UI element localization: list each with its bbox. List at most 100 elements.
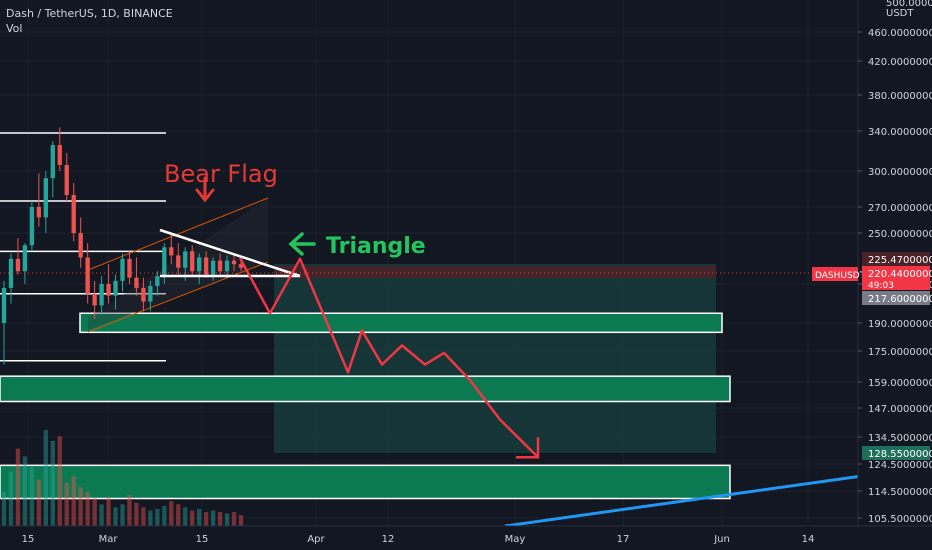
price-tick-label: 270.00000000: [868, 203, 932, 214]
support-zone: [0, 464, 731, 500]
support-zone: [79, 312, 723, 334]
candle-body[interactable]: [120, 258, 125, 281]
volume-bar: [78, 487, 83, 526]
volume-bar: [43, 430, 48, 526]
candle-body[interactable]: [203, 257, 209, 275]
candle-body[interactable]: [106, 284, 111, 296]
target-price-badge: 128.55000000: [868, 449, 932, 460]
time-tick-label: Mar: [99, 534, 119, 545]
candle-body[interactable]: [64, 165, 69, 195]
candle-body[interactable]: [29, 207, 35, 246]
volume-bar: [134, 502, 139, 526]
countdown-timer: 49:03: [868, 281, 894, 291]
volume-bar: [57, 436, 62, 526]
time-tick-label: Apr: [307, 534, 325, 545]
ticker-badge-bg: [812, 267, 858, 281]
candle-body[interactable]: [113, 280, 118, 296]
candle-body[interactable]: [169, 247, 174, 256]
volume-bar: [120, 504, 125, 526]
candle-body[interactable]: [85, 257, 90, 294]
volume-bar: [210, 510, 216, 526]
price-tick-label: 114.50000000: [868, 487, 932, 498]
volume-bar: [162, 505, 167, 526]
time-tick-label: Jun: [713, 534, 730, 545]
price-tick-label: 105.50000000: [868, 514, 932, 525]
volume-bar: [92, 498, 97, 526]
price-tick-label: 159.00000000: [868, 378, 932, 389]
candle-body[interactable]: [99, 284, 104, 306]
volume-bar: [190, 510, 195, 526]
candle-body[interactable]: [36, 207, 42, 218]
stop-region: [274, 266, 716, 278]
volume-indicator-label[interactable]: Vol: [6, 22, 23, 35]
candle-body[interactable]: [1, 287, 7, 323]
volume-bar: [71, 476, 76, 526]
volume-bar: [8, 471, 14, 526]
volume-bar: [29, 467, 35, 526]
volume-bar: [169, 501, 174, 526]
time-tick-label: 17: [617, 534, 630, 545]
price-tick-label: 250.00000000: [868, 229, 932, 240]
candle-body[interactable]: [210, 260, 216, 275]
volume-bar: [148, 510, 153, 526]
candle-body[interactable]: [197, 257, 202, 272]
volume-bar: [197, 508, 202, 526]
candle-body[interactable]: [148, 285, 153, 302]
price-tick-label: 300.00000000: [868, 167, 932, 178]
candle-body[interactable]: [238, 264, 244, 268]
time-axis-bg: [0, 526, 932, 550]
volume-bar: [231, 512, 237, 526]
triangle-arrow-icon: [288, 232, 316, 256]
ascending-trendline: [504, 474, 863, 528]
candle-body[interactable]: [22, 245, 28, 272]
price-tick-label: 460.00000000: [868, 28, 932, 39]
support-zone: [0, 375, 731, 403]
candle-body[interactable]: [71, 195, 76, 233]
symbol-title[interactable]: Dash / TetherUS, 1D, BINANCE: [6, 7, 173, 20]
volume-bar: [141, 507, 146, 526]
candle-body[interactable]: [50, 145, 55, 179]
volume-bar: [203, 512, 209, 526]
candle-body[interactable]: [15, 258, 21, 272]
projection-arrowhead: [516, 437, 540, 459]
price-tick-label: 500.00000000: [886, 0, 932, 9]
candle-body[interactable]: [57, 145, 62, 165]
current-price-badge-bg: [862, 266, 930, 290]
candle-body[interactable]: [8, 258, 14, 288]
volume-bar: [155, 508, 160, 526]
volume-bar: [1, 491, 7, 526]
projection-path: [238, 257, 539, 459]
time-tick-label: 14: [802, 534, 815, 545]
candle-body[interactable]: [224, 260, 230, 272]
volume-bar: [64, 482, 69, 526]
candle-body[interactable]: [155, 276, 160, 286]
entry-price-badge: 217.60000000: [868, 294, 932, 305]
bear-flag-label: Bear Flag: [164, 160, 278, 188]
candle-body[interactable]: [141, 287, 146, 302]
candle-body[interactable]: [162, 247, 167, 277]
triangle-upper-line: [159, 228, 301, 278]
candle-body[interactable]: [43, 178, 48, 218]
price-unit-label: USDT: [886, 8, 914, 19]
candle-body[interactable]: [217, 260, 223, 272]
triangle-label: Triangle: [326, 234, 426, 259]
price-tick-label: 340.00000000: [868, 127, 932, 138]
candle-body[interactable]: [190, 251, 195, 272]
volume-bar: [50, 440, 55, 526]
time-tick-label: May: [505, 534, 526, 545]
candle-body[interactable]: [231, 260, 237, 265]
channel-upper-line: [87, 197, 269, 271]
candle-body[interactable]: [176, 255, 181, 268]
candle-body[interactable]: [92, 293, 97, 306]
candle-body[interactable]: [134, 277, 139, 288]
volume-bar: [217, 512, 223, 526]
candle-body[interactable]: [127, 258, 132, 278]
candle-body[interactable]: [78, 233, 83, 258]
current-price-badge: 220.44000000: [868, 269, 932, 280]
target-price-badge-bg: [862, 446, 930, 460]
price-tick-label: 420.00000000: [868, 57, 932, 68]
price-tick-label: 380.00000000: [868, 91, 932, 102]
candle-body[interactable]: [183, 251, 188, 268]
